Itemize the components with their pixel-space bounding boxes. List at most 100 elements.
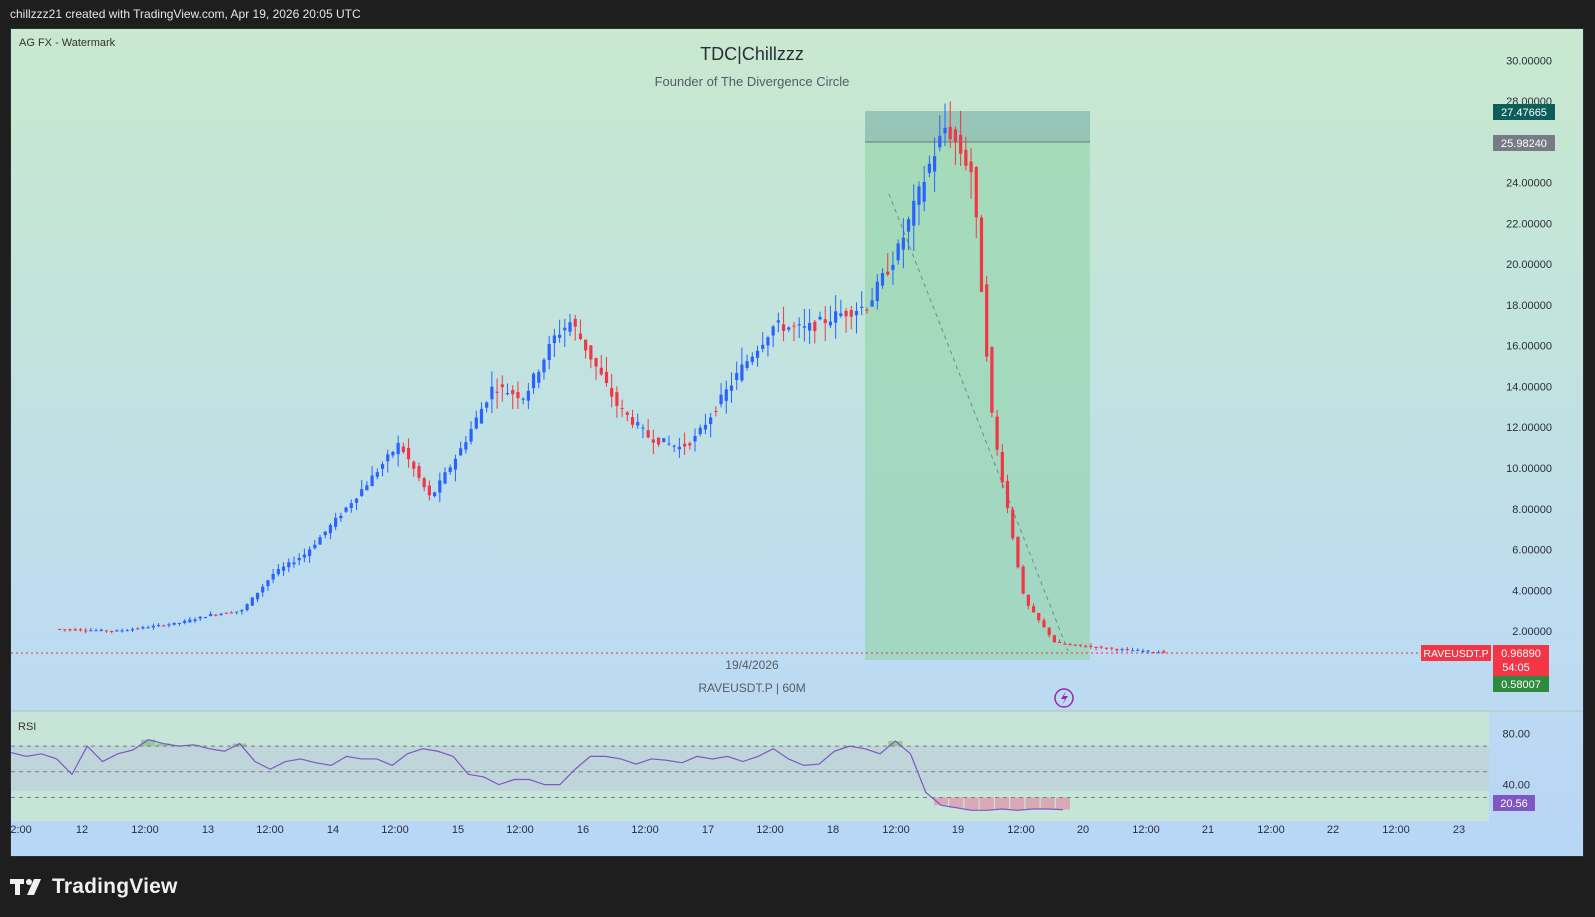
- candle-body: [594, 358, 598, 367]
- candle-body: [459, 448, 463, 456]
- candle-body: [808, 322, 812, 331]
- candle-body: [1047, 627, 1051, 636]
- time-tick-label: 13: [202, 824, 214, 836]
- candle-body: [495, 391, 499, 393]
- candle-body: [271, 573, 275, 580]
- candle-body: [151, 625, 155, 628]
- candle-body: [1136, 649, 1140, 651]
- symbol-tag: RAVEUSDT.P: [1421, 645, 1491, 661]
- candle-body: [302, 554, 306, 558]
- time-tick-label: 12:00: [1007, 824, 1035, 836]
- candle-body: [224, 612, 228, 614]
- candle-body: [250, 597, 254, 606]
- candle-body: [130, 629, 135, 631]
- rsi-oversold-fill: [934, 797, 1070, 811]
- candle-body: [1000, 452, 1004, 483]
- candle-body: [781, 324, 786, 331]
- candle-body: [276, 569, 280, 575]
- price-axis[interactable]: 2.00000 4.00000 6.00000 8.00000 10.00000 12.0…: [1506, 55, 1552, 638]
- candle-body: [531, 373, 536, 389]
- candle-body: [537, 371, 541, 383]
- candle-body: [604, 371, 609, 384]
- time-tick-label: 14: [327, 824, 339, 836]
- candle-body: [662, 438, 666, 443]
- projection-line: [888, 193, 1069, 652]
- candle-body: [73, 629, 77, 631]
- time-tick-label: 20: [1077, 824, 1089, 836]
- candle-body: [672, 445, 676, 447]
- position-entry-tag: 25.98240: [1493, 135, 1555, 151]
- svg-text:0.58007: 0.58007: [1501, 679, 1541, 691]
- stop-zone[interactable]: [865, 111, 1090, 142]
- price-tick-label: 20.00000: [1506, 259, 1552, 271]
- candle-body: [500, 384, 504, 388]
- candle-body: [318, 537, 322, 545]
- candle-body: [787, 327, 791, 330]
- candle-body: [406, 447, 411, 460]
- candle-body: [854, 311, 859, 316]
- chart-canvas[interactable]: AG FX - Watermark TDC|Chillzzz Founder o…: [11, 29, 1584, 857]
- candle-body: [776, 320, 780, 323]
- time-tick-label: 18: [827, 824, 839, 836]
- candle-body: [834, 311, 838, 323]
- chart-frame[interactable]: AG FX - Watermark TDC|Chillzzz Founder o…: [10, 28, 1584, 857]
- time-tick-label: 12:00: [256, 824, 284, 836]
- price-tick-label: 12.00000: [1506, 422, 1552, 434]
- candle-body: [1151, 652, 1155, 654]
- candle-body: [933, 156, 937, 172]
- candle-body: [1078, 644, 1083, 646]
- candle-body: [651, 439, 655, 443]
- candle-body: [474, 417, 478, 429]
- profit-zone[interactable]: [865, 142, 1090, 660]
- candle-body: [771, 326, 775, 336]
- rsi-label: RSI: [18, 721, 36, 733]
- candle-body: [427, 485, 431, 496]
- candle-body: [229, 612, 234, 614]
- candle-body: [313, 544, 317, 549]
- price-tick-label: 6.00000: [1512, 545, 1552, 557]
- price-tick-label: 10.00000: [1506, 463, 1552, 475]
- credit-bar: chillzzz21 created with TradingView.com,…: [0, 0, 1595, 28]
- tradingview-logo[interactable]: TradingView: [10, 875, 178, 899]
- candle-body: [610, 387, 614, 397]
- candle-body: [547, 344, 551, 360]
- lightning-icon[interactable]: [1054, 688, 1074, 708]
- candle-body: [703, 424, 708, 430]
- candle-body: [219, 613, 223, 615]
- candle-body: [802, 326, 806, 328]
- candle-body: [115, 630, 119, 632]
- candle-body: [641, 427, 645, 429]
- candle-body: [89, 630, 93, 632]
- candle-body: [740, 364, 744, 381]
- candle-body: [479, 408, 484, 424]
- last-price-tag: 0.96890 54:05: [1493, 645, 1549, 676]
- candle-body: [58, 629, 62, 631]
- rsi-axis[interactable]: 80.00 40.00: [1502, 728, 1530, 791]
- time-tick-label: 12:00: [631, 824, 659, 836]
- time-tick-label: 2:00: [11, 824, 32, 836]
- candle-body: [386, 454, 390, 462]
- candle-body: [938, 135, 942, 148]
- candle-body: [412, 461, 416, 469]
- candle-body: [172, 622, 176, 625]
- candle-body: [339, 515, 343, 519]
- candle-body: [870, 300, 874, 307]
- price-tick-label: 24.00000: [1506, 178, 1552, 190]
- candle-body: [209, 614, 213, 617]
- candle-body: [469, 429, 473, 442]
- candle-body: [558, 334, 562, 338]
- time-axis[interactable]: 2:00 12 12:00 13 12:00 14 12:00 15 12:00 16 12:00 1…: [11, 824, 1465, 836]
- time-tick-label: 12:00: [882, 824, 910, 836]
- candle-body: [1120, 649, 1124, 651]
- candle-body: [625, 412, 629, 415]
- candle-body: [1005, 480, 1010, 509]
- candle-body: [745, 361, 749, 368]
- candle-body: [401, 446, 405, 453]
- time-tick-label: 23: [1453, 824, 1465, 836]
- candle-body: [1058, 641, 1062, 644]
- date-label: 19/4/2026: [725, 658, 779, 672]
- candle-body: [78, 629, 83, 631]
- candle-body: [990, 347, 994, 413]
- price-tick-label: 4.00000: [1512, 585, 1552, 597]
- candle-body: [688, 443, 692, 446]
